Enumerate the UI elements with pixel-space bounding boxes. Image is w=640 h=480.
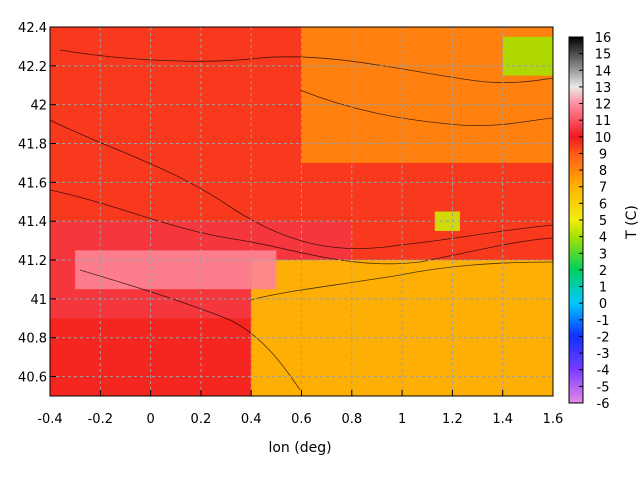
x-axis-label: lon (deg) xyxy=(268,440,331,456)
colorbar-tick-label: 10 xyxy=(595,131,612,146)
x-tick-label: 0 xyxy=(146,412,154,427)
contour-line xyxy=(249,261,553,301)
x-tick-label: -0.4 xyxy=(37,412,62,427)
colorbar-tick-label: -3 xyxy=(597,347,610,362)
colorbar-tick-label: 14 xyxy=(595,64,612,79)
colorbar-tick-label: -4 xyxy=(597,364,610,379)
colorbar-tick-label: -5 xyxy=(597,380,610,395)
colorbar-tick-label: 7 xyxy=(599,181,607,196)
contour-lines xyxy=(50,49,553,391)
x-tick-label: 1 xyxy=(398,412,406,427)
colorbar-tick-label: 11 xyxy=(595,114,612,129)
y-tick-label: 42.2 xyxy=(18,60,47,75)
contour-line xyxy=(50,189,553,265)
heat-region xyxy=(75,250,277,290)
contour-line xyxy=(50,119,553,250)
y-tick-label: 40.6 xyxy=(18,371,47,386)
colorbar-tick-label: 12 xyxy=(595,98,612,113)
y-tick-label: 40.8 xyxy=(18,332,47,347)
x-tick-label: 0.4 xyxy=(241,412,262,427)
x-tick-label: 0.8 xyxy=(341,412,362,427)
colorbar-tick-label: 8 xyxy=(599,164,607,179)
contour-line xyxy=(59,49,553,83)
x-tick-label: -0.2 xyxy=(88,412,113,427)
y-axis-ticks: 40.6 40.8 41 41.2 41.4 41.6 41.8 42 42.2 42.4 xyxy=(18,21,56,386)
colorbar-tick-label: 3 xyxy=(599,247,607,262)
contour-line xyxy=(299,89,553,127)
y-tick-label: 41 xyxy=(30,293,47,308)
contour-line xyxy=(79,269,301,391)
heat-region xyxy=(50,27,302,222)
colorbar-tick-label: 4 xyxy=(599,231,607,246)
colorbar-tick-label: 6 xyxy=(599,197,607,212)
colorbar-tick-label: 13 xyxy=(595,81,612,96)
colorbar-tick-label: 0 xyxy=(599,297,607,312)
x-tick-label: 0.6 xyxy=(291,412,312,427)
x-axis-ticks: -0.4 -0.2 0 0.2 0.4 0.6 0.8 1 1.2 1.4 1.6 xyxy=(37,390,563,427)
y-tick-label: 41.8 xyxy=(18,138,47,153)
colorbar-tick-label: 5 xyxy=(599,214,607,229)
colorbar-tick-label: 1 xyxy=(599,281,607,296)
gridlines xyxy=(50,27,553,396)
y-tick-label: 41.6 xyxy=(18,176,47,191)
x-tick-label: 1.6 xyxy=(543,412,564,427)
colorbar-tick-label: -6 xyxy=(597,397,610,412)
y-tick-label: 41.2 xyxy=(18,254,47,269)
colorbar-tick-label: -2 xyxy=(597,330,610,345)
y-tick-label: 42 xyxy=(30,99,47,114)
y-tick-label: 41.4 xyxy=(18,215,47,230)
colorbar-tick-label: 2 xyxy=(599,264,607,279)
colorbar-tick-label: -1 xyxy=(597,314,610,329)
colorbar-tick-label: 16 xyxy=(595,31,612,46)
x-tick-label: 1.2 xyxy=(442,412,463,427)
x-tick-label: 1.4 xyxy=(492,412,513,427)
x-tick-label: 0.2 xyxy=(191,412,212,427)
y-tick-label: 42.4 xyxy=(18,21,47,36)
colorbar-tick-label: 9 xyxy=(599,147,607,162)
colorbar-tick-label: 15 xyxy=(595,48,612,63)
colorbar-label: T (C) xyxy=(624,205,640,240)
heat-region xyxy=(502,36,553,76)
